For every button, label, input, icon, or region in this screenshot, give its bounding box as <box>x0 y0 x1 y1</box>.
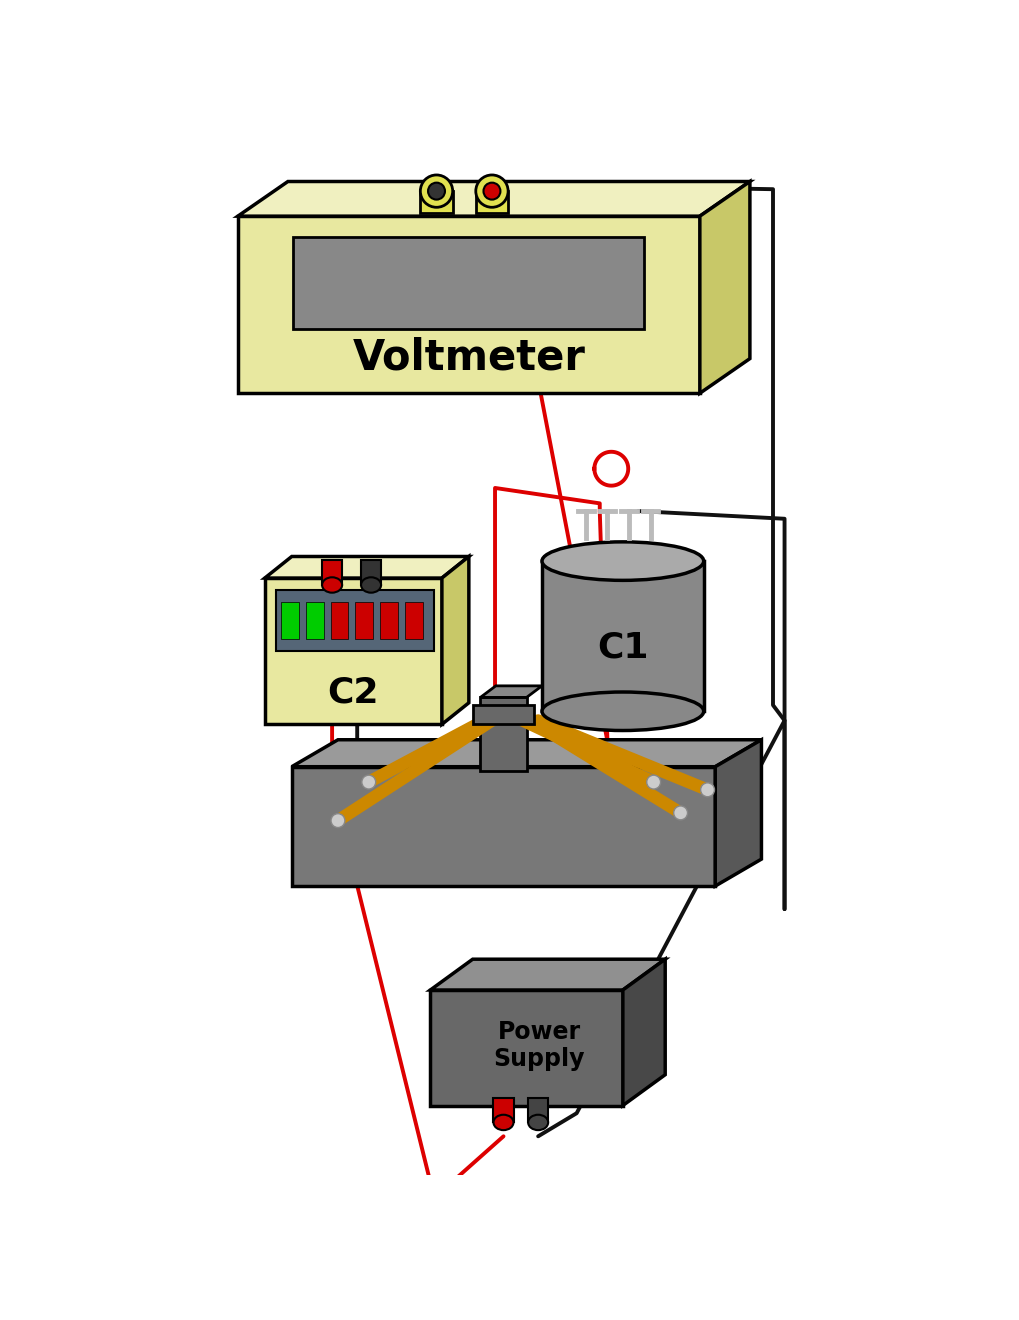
Polygon shape <box>480 686 541 697</box>
FancyBboxPatch shape <box>276 590 434 651</box>
FancyBboxPatch shape <box>265 578 441 725</box>
Ellipse shape <box>528 1114 547 1130</box>
Text: C2: C2 <box>327 675 379 709</box>
Ellipse shape <box>483 182 500 199</box>
FancyBboxPatch shape <box>380 602 397 639</box>
FancyBboxPatch shape <box>322 560 341 585</box>
FancyBboxPatch shape <box>361 560 381 585</box>
FancyBboxPatch shape <box>475 191 507 213</box>
Polygon shape <box>699 181 749 393</box>
Polygon shape <box>441 557 469 725</box>
Ellipse shape <box>331 813 344 828</box>
Polygon shape <box>430 960 664 990</box>
Ellipse shape <box>493 1114 513 1130</box>
Ellipse shape <box>541 692 703 730</box>
Ellipse shape <box>646 775 660 789</box>
Ellipse shape <box>361 577 381 593</box>
FancyBboxPatch shape <box>355 602 373 639</box>
Ellipse shape <box>541 543 703 581</box>
Ellipse shape <box>475 176 507 207</box>
FancyBboxPatch shape <box>306 602 323 639</box>
Polygon shape <box>291 739 761 767</box>
FancyBboxPatch shape <box>420 191 452 213</box>
FancyBboxPatch shape <box>541 561 703 711</box>
FancyBboxPatch shape <box>293 238 644 330</box>
Ellipse shape <box>700 783 713 797</box>
Polygon shape <box>623 960 664 1106</box>
Ellipse shape <box>673 807 687 820</box>
Polygon shape <box>714 739 761 886</box>
FancyBboxPatch shape <box>330 602 348 639</box>
FancyBboxPatch shape <box>405 602 422 639</box>
FancyBboxPatch shape <box>291 767 714 886</box>
FancyBboxPatch shape <box>480 697 526 771</box>
FancyBboxPatch shape <box>493 1098 513 1122</box>
Ellipse shape <box>322 577 341 593</box>
Ellipse shape <box>420 176 452 207</box>
FancyBboxPatch shape <box>528 1098 547 1122</box>
FancyBboxPatch shape <box>280 602 299 639</box>
Polygon shape <box>265 557 469 578</box>
Text: Voltmeter: Voltmeter <box>353 337 585 379</box>
Text: Power
Supply: Power Supply <box>493 1019 585 1072</box>
Text: C1: C1 <box>596 631 648 664</box>
Ellipse shape <box>362 775 375 789</box>
FancyBboxPatch shape <box>472 705 534 725</box>
FancyBboxPatch shape <box>237 216 699 393</box>
Polygon shape <box>237 181 749 216</box>
Ellipse shape <box>428 182 444 199</box>
FancyBboxPatch shape <box>430 990 623 1106</box>
